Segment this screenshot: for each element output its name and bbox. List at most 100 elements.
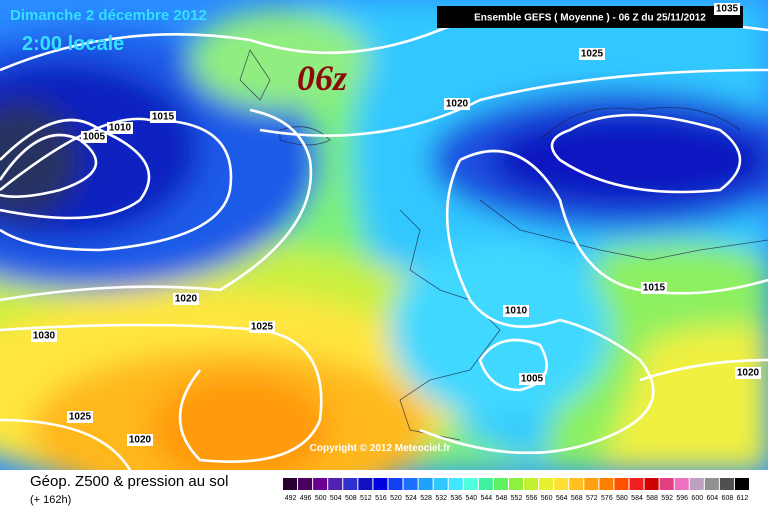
scale-label: 548	[496, 495, 508, 502]
scale-label: 496	[300, 495, 312, 502]
scale-label: 608	[722, 495, 734, 502]
scale-swatch	[689, 478, 704, 490]
scale-label: 516	[375, 495, 387, 502]
isobar-label-bg	[444, 98, 470, 110]
scale-label: 556	[526, 495, 538, 502]
isobar-label-bg	[714, 3, 740, 15]
scale-label: 552	[511, 495, 523, 502]
isobar-label-bg	[641, 282, 667, 294]
scale-swatch	[659, 478, 674, 490]
footer-title: Géop. Z500 & pression au sol	[30, 473, 228, 490]
scale-swatch	[554, 478, 569, 490]
model: Ensemble GEFS ( Moyenne ) - 06 Z du 25/1…	[474, 13, 706, 24]
scale-swatch	[719, 478, 734, 490]
scale-swatch	[298, 478, 313, 490]
scale-swatch	[539, 478, 554, 490]
scale-label: 588	[646, 495, 658, 502]
isobar-label: 1025	[251, 322, 274, 333]
scale-swatch	[388, 478, 403, 490]
scale-label: 528	[420, 495, 432, 502]
isobar-label: 1025	[581, 49, 604, 60]
scale-swatch	[734, 478, 749, 490]
isobar-label: 1015	[643, 283, 666, 294]
scale-label: 492	[285, 495, 297, 502]
run: 06z	[297, 58, 347, 98]
isobar-label: 1020	[446, 99, 469, 110]
isobar-label: 1025	[69, 412, 92, 423]
scale-swatch	[373, 478, 388, 490]
scale-swatch	[704, 478, 719, 490]
isobar-label: 1015	[152, 112, 175, 123]
isobar-label-bg	[127, 434, 153, 446]
scale-swatch	[343, 478, 358, 490]
scale-label: 568	[571, 495, 583, 502]
scale-swatch	[493, 478, 508, 490]
isobar-label: 1005	[521, 374, 544, 385]
scale-label: 612	[737, 495, 749, 502]
scale-swatch	[569, 478, 584, 490]
isobar-label-bg	[173, 293, 199, 305]
scale-swatch	[403, 478, 418, 490]
isobar-label: 1010	[505, 306, 528, 317]
scale-label: 532	[435, 495, 447, 502]
isobar-label-bg	[519, 373, 545, 385]
lead-time: (+ 162h)	[30, 494, 71, 506]
isobar-label-bg	[503, 305, 529, 317]
scale-swatch	[478, 478, 493, 490]
scale-swatch	[418, 478, 433, 490]
isobar-label: 1010	[109, 123, 132, 134]
scale-swatch	[584, 478, 599, 490]
scale-label: 508	[345, 495, 357, 502]
isobar-label-bg	[579, 48, 605, 60]
scale-swatch	[283, 478, 298, 490]
isobar-label-bg	[81, 131, 107, 143]
scale-swatch	[433, 478, 448, 490]
scale-swatch	[674, 478, 689, 490]
isobar-label: 1020	[129, 435, 152, 446]
scale-label: 540	[465, 495, 477, 502]
isobar-label-bg	[67, 411, 93, 423]
isobar-label: 1035	[716, 4, 739, 15]
scale-swatch	[508, 478, 524, 490]
scale-label: 500	[315, 495, 327, 502]
scale-label: 512	[360, 495, 372, 502]
scale-label: 576	[601, 495, 613, 502]
scale-swatch	[644, 478, 659, 490]
isobar-label-bg	[249, 321, 275, 333]
scale-label: 572	[586, 495, 598, 502]
scale-label: 520	[390, 495, 402, 502]
isobar-label: 1030	[33, 331, 56, 342]
scale-label: 564	[556, 495, 568, 502]
copyright: Copyright © 2012 Meteociel.fr	[310, 443, 451, 454]
scale-swatch	[463, 478, 478, 490]
scale-label: 604	[706, 495, 718, 502]
scale-label: 560	[541, 495, 553, 502]
scale-swatch	[524, 478, 539, 490]
scale-label: 524	[405, 495, 417, 502]
scale-swatch	[358, 478, 373, 490]
isobar-label-bg	[31, 330, 57, 342]
scale-swatch	[448, 478, 463, 490]
scale-label: 536	[450, 495, 462, 502]
isobar-label: 1020	[737, 368, 760, 379]
scale-label: 544	[481, 495, 493, 502]
isobar-label: 1020	[175, 294, 198, 305]
scale-label: 596	[676, 495, 688, 502]
scale-label: 600	[691, 495, 703, 502]
model-box	[437, 6, 743, 28]
scale-label: 592	[661, 495, 673, 502]
scale-swatch	[328, 478, 343, 490]
scale-swatch	[313, 478, 328, 490]
isobar-label-bg	[735, 367, 761, 379]
scale-swatch	[614, 478, 629, 490]
scale-label: 584	[631, 495, 643, 502]
scale-label: 504	[330, 495, 342, 502]
scale-label: 580	[616, 495, 628, 502]
local-time: 2:00 locale	[22, 33, 124, 55]
isobar-label: 1005	[83, 132, 106, 143]
isobar-label-bg	[107, 122, 133, 134]
scale-swatch	[629, 478, 644, 490]
date: Dimanche 2 décembre 2012	[10, 7, 207, 24]
